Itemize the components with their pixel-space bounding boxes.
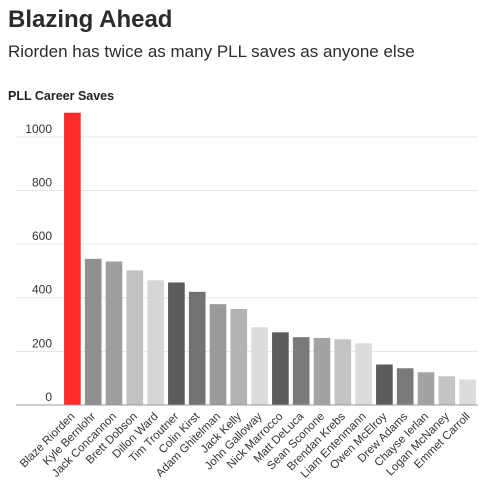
y-tick-label: 800 <box>32 175 52 189</box>
bar <box>105 261 123 405</box>
bar <box>438 376 456 405</box>
bar <box>64 112 81 405</box>
bar <box>355 343 372 405</box>
bar <box>417 372 435 405</box>
chart-subtitle: Riorden has twice as many PLL saves as a… <box>8 42 415 61</box>
chart-title: Blazing Ahead <box>8 6 173 33</box>
bar <box>334 339 352 405</box>
bar <box>168 282 185 405</box>
bar <box>126 270 144 405</box>
bar <box>209 304 227 405</box>
y-tick-label: 0 <box>45 390 52 404</box>
bar <box>147 280 164 405</box>
bar <box>376 364 393 405</box>
bar <box>396 368 414 405</box>
y-tick-label: 200 <box>32 336 52 350</box>
bar <box>84 258 102 405</box>
bar <box>313 337 331 405</box>
bar <box>292 337 310 405</box>
bar <box>459 379 476 405</box>
y-tick-label: 600 <box>32 229 52 243</box>
y-tick-label: 400 <box>32 283 52 297</box>
y-tick-label: 1000 <box>25 122 52 136</box>
y-tick-labels: 0 200 400 600 800 1000 <box>25 122 52 404</box>
bar <box>230 308 248 405</box>
bar <box>188 291 206 405</box>
bar <box>272 332 289 405</box>
bar <box>251 327 268 405</box>
y-axis-title: PLL Career Saves <box>8 89 114 103</box>
bars <box>64 112 476 405</box>
